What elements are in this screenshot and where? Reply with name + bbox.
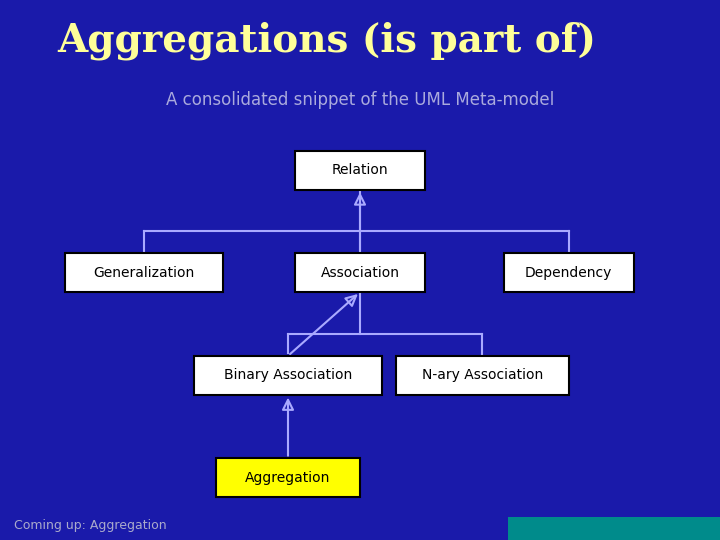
Text: Binary Association: Binary Association [224,368,352,382]
Text: Dependency: Dependency [525,266,613,280]
FancyBboxPatch shape [216,458,360,497]
FancyBboxPatch shape [65,253,223,292]
Text: Aggregation: Aggregation [246,471,330,485]
Text: Coming up: Aggregation: Coming up: Aggregation [14,519,167,532]
Text: Association: Association [320,266,400,280]
FancyBboxPatch shape [504,253,634,292]
Text: A consolidated snippet of the UML Meta-model: A consolidated snippet of the UML Meta-m… [166,91,554,109]
Text: N-ary Association: N-ary Association [422,368,543,382]
FancyBboxPatch shape [194,356,382,395]
FancyBboxPatch shape [295,151,425,190]
Bar [508,517,720,540]
Text: Generalization: Generalization [94,266,194,280]
Text: Relation: Relation [332,163,388,177]
FancyBboxPatch shape [396,356,569,395]
Text: Aggregations (is part of): Aggregations (is part of) [58,22,597,60]
FancyBboxPatch shape [295,253,425,292]
